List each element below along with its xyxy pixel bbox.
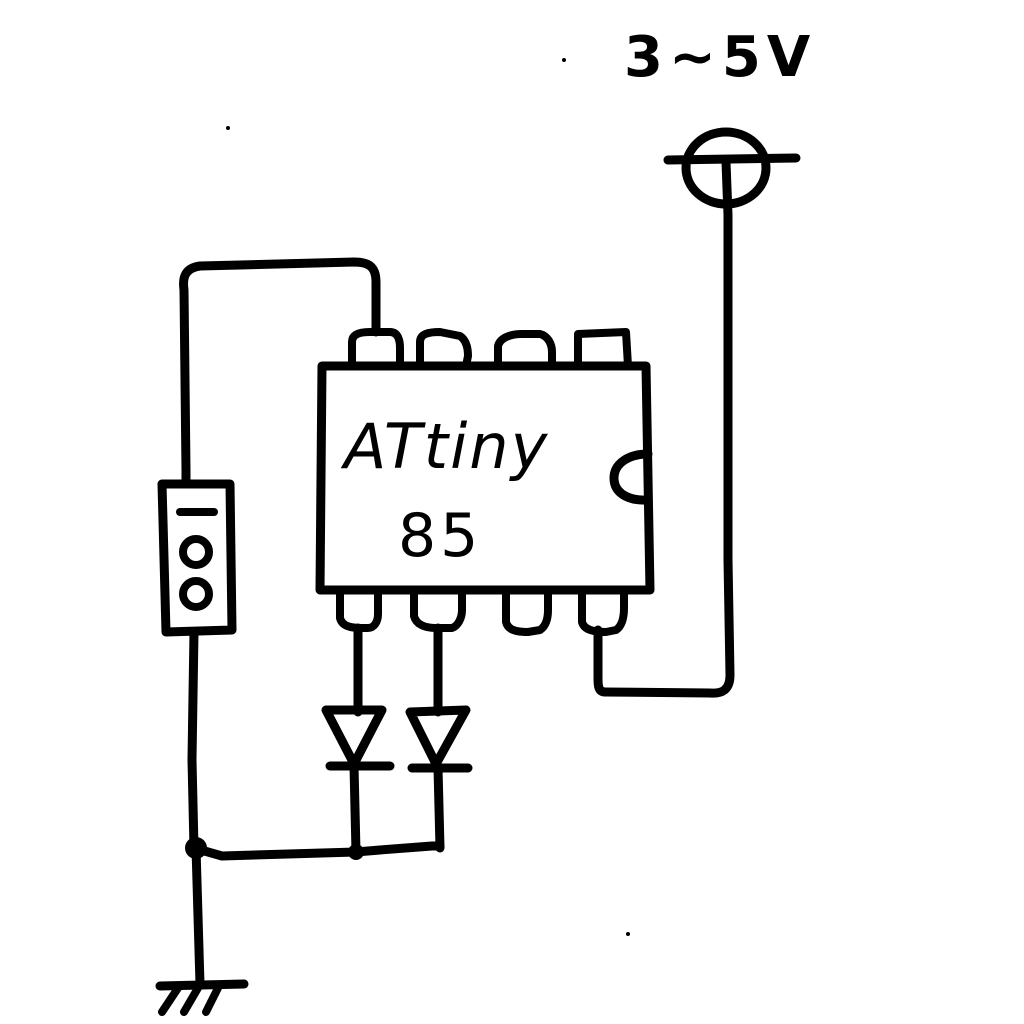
ground-stem (191, 843, 205, 989)
led-1 (321, 623, 395, 857)
speck (626, 932, 630, 936)
led-junction-dot (348, 844, 364, 860)
pin-bottom-4 (578, 586, 628, 636)
chip-name-line1: ATtiny (340, 410, 549, 483)
led-2 (405, 623, 473, 853)
pin-bottom-1 (336, 586, 382, 632)
attiny85-chip: ATtiny 85 (315, 328, 655, 636)
speck (226, 126, 230, 130)
ground-icon (155, 979, 249, 1016)
push-button-component (157, 479, 237, 637)
power-terminal-symbol (663, 127, 801, 209)
pin1-feedback-wire (179, 257, 381, 489)
pin-top-4 (574, 328, 632, 370)
pin-top-1 (348, 328, 404, 370)
supply-voltage-label: 3∼5V (624, 25, 816, 90)
vcc-wire (593, 157, 735, 698)
button-to-ground-wire (187, 627, 199, 853)
pin-bottom-2 (410, 586, 466, 632)
pin-bottom-3 (502, 586, 552, 636)
chip-name-line2: 85 (398, 501, 482, 571)
pin-top-3 (494, 330, 556, 370)
ground-bus-wire (189, 841, 445, 861)
speck (562, 58, 566, 62)
pin-top-2 (416, 328, 472, 370)
